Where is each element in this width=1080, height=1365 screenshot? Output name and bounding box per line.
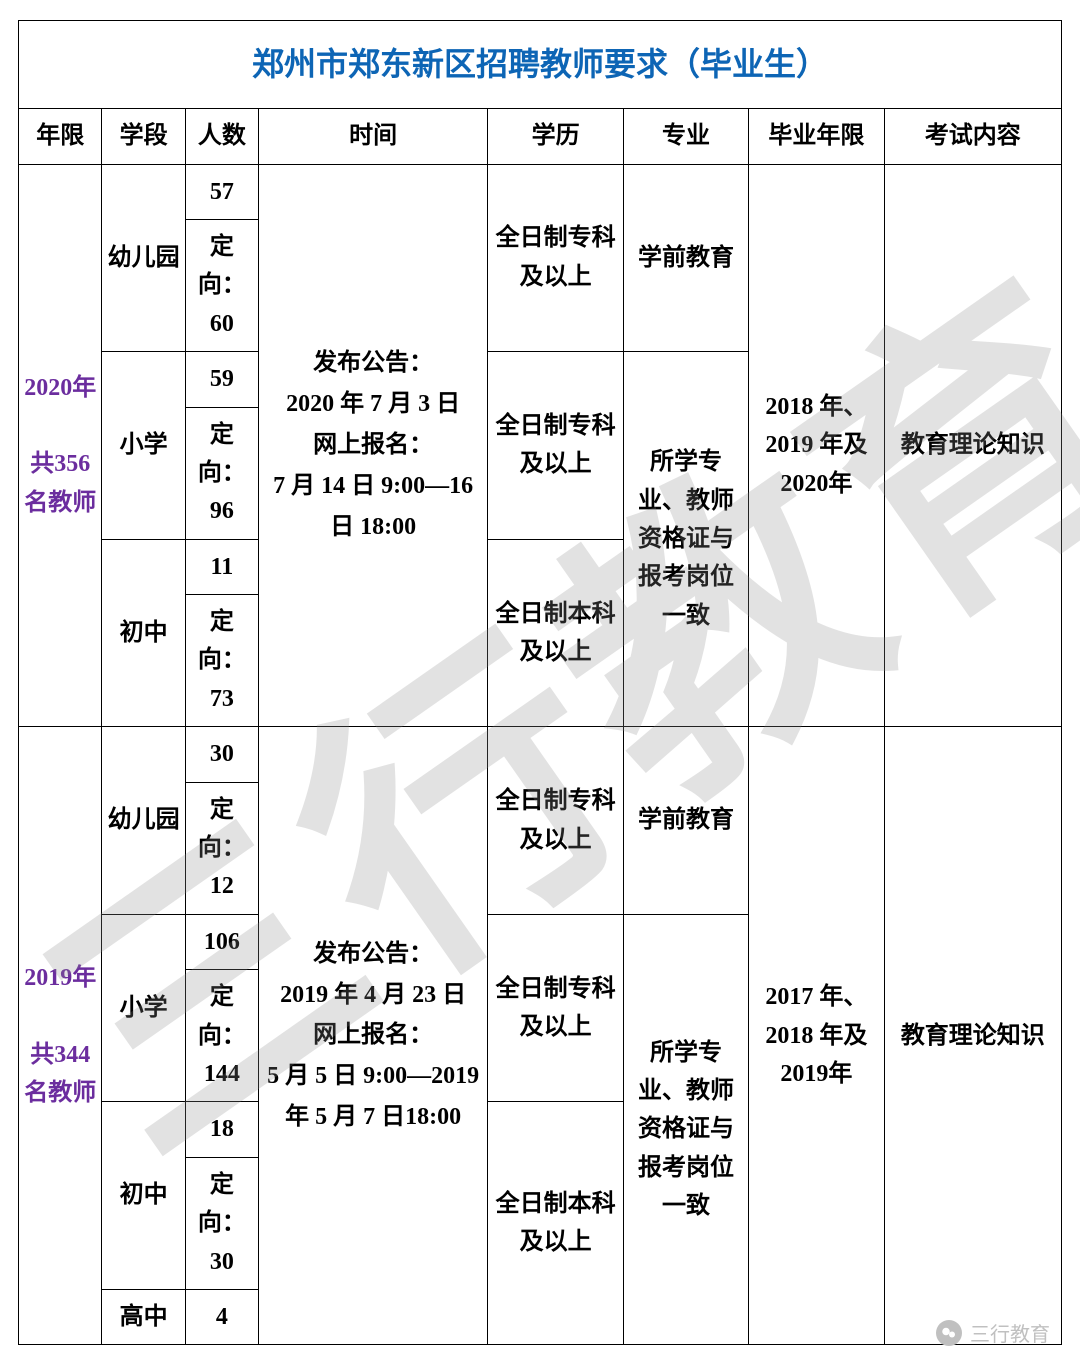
stage-mid-2020: 初中 bbox=[102, 539, 185, 727]
table-row: 2019年 共344名教师 幼儿园 30 发布公告： 2019 年 4 月 23… bbox=[19, 727, 1062, 782]
year-2020-label: 2020年 bbox=[24, 375, 96, 401]
stage-mid-2019: 初中 bbox=[102, 1102, 185, 1290]
edu-kg-2019: 全日制专科及以上 bbox=[488, 727, 624, 915]
header-count: 人数 bbox=[185, 109, 258, 164]
grad-2019: 2017 年、2018 年及 2019年 bbox=[749, 727, 885, 1345]
count-high-2019: 4 bbox=[185, 1289, 258, 1344]
year-2019-label: 2019年 bbox=[24, 965, 96, 991]
year-2019-cell: 2019年 共344名教师 bbox=[19, 727, 102, 1345]
header-edu: 学历 bbox=[488, 109, 624, 164]
header-year: 年限 bbox=[19, 109, 102, 164]
table-row: 2020年 共356名教师 幼儿园 57 发布公告： 2020 年 7 月 3 … bbox=[19, 164, 1062, 219]
count-mid-2020-b: 定向：73 bbox=[185, 595, 258, 727]
stage-kg-2020: 幼儿园 bbox=[102, 164, 185, 352]
count-mid-2019-a: 18 bbox=[185, 1102, 258, 1157]
footer-brand: 三行教育 bbox=[936, 1318, 1050, 1347]
header-stage: 学段 bbox=[102, 109, 185, 164]
header-major: 专业 bbox=[623, 109, 748, 164]
count-kg-2020-b: 定向：60 bbox=[185, 219, 258, 351]
count-pri-2019-b: 定向：144 bbox=[185, 970, 258, 1102]
edu-kg-2020: 全日制专科及以上 bbox=[488, 164, 624, 352]
edu-mid-2020: 全日制本科及以上 bbox=[488, 539, 624, 727]
major-kg-2019: 学前教育 bbox=[623, 727, 748, 915]
grad-2020: 2018 年、2019 年及 2020年 bbox=[749, 164, 885, 727]
edu-pri-2019: 全日制专科及以上 bbox=[488, 914, 624, 1102]
footer-brand-text: 三行教育 bbox=[970, 1318, 1050, 1347]
count-pri-2020-b: 定向：96 bbox=[185, 407, 258, 539]
year-2020-total: 共356名教师 bbox=[24, 451, 96, 515]
count-mid-2020-a: 11 bbox=[185, 539, 258, 594]
time-2020: 发布公告： 2020 年 7 月 3 日 网上报名： 7 月 14 日 9:00… bbox=[258, 164, 487, 727]
count-mid-2019-b: 定向：30 bbox=[185, 1157, 258, 1289]
table-title: 郑州市郑东新区招聘教师要求（毕业生） bbox=[19, 21, 1062, 109]
header-row: 年限 学段 人数 时间 学历 专业 毕业年限 考试内容 bbox=[19, 109, 1062, 164]
count-kg-2019-b: 定向：12 bbox=[185, 782, 258, 914]
count-kg-2020-a: 57 bbox=[185, 164, 258, 219]
stage-pri-2019: 小学 bbox=[102, 914, 185, 1102]
year-2020-cell: 2020年 共356名教师 bbox=[19, 164, 102, 727]
header-exam: 考试内容 bbox=[884, 109, 1061, 164]
header-time: 时间 bbox=[258, 109, 487, 164]
major-kg-2020: 学前教育 bbox=[623, 164, 748, 352]
wechat-icon bbox=[936, 1320, 962, 1346]
title-row: 郑州市郑东新区招聘教师要求（毕业生） bbox=[19, 21, 1062, 109]
count-kg-2019-a: 30 bbox=[185, 727, 258, 782]
stage-high-2019: 高中 bbox=[102, 1289, 185, 1344]
count-pri-2019-a: 106 bbox=[185, 914, 258, 969]
recruitment-table: 郑州市郑东新区招聘教师要求（毕业生） 年限 学段 人数 时间 学历 专业 毕业年… bbox=[18, 20, 1062, 1345]
exam-2020: 教育理论知识 bbox=[884, 164, 1061, 727]
year-2019-total: 共344名教师 bbox=[24, 1042, 96, 1106]
major-shared-2019: 所学专业、教师资格证与报考岗位一致 bbox=[623, 914, 748, 1345]
edu-mid-2019: 全日制本科及以上 bbox=[488, 1102, 624, 1345]
count-pri-2020-a: 59 bbox=[185, 352, 258, 407]
stage-kg-2019: 幼儿园 bbox=[102, 727, 185, 915]
stage-pri-2020: 小学 bbox=[102, 352, 185, 540]
exam-2019: 教育理论知识 bbox=[884, 727, 1061, 1345]
time-2019: 发布公告： 2019 年 4 月 23 日 网上报名： 5 月 5 日 9:00… bbox=[258, 727, 487, 1345]
major-shared-2020: 所学专业、教师资格证与报考岗位一致 bbox=[623, 352, 748, 727]
edu-pri-2020: 全日制专科及以上 bbox=[488, 352, 624, 540]
header-grad: 毕业年限 bbox=[749, 109, 885, 164]
